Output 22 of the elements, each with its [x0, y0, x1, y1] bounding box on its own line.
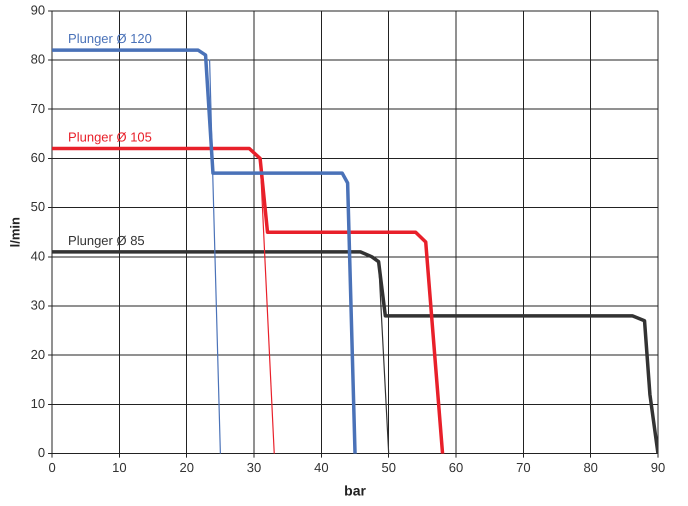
y-tick-label: 10 [30, 396, 46, 411]
x-tick-label: 10 [112, 460, 127, 475]
x-tick-label: 30 [246, 460, 262, 475]
x-axis-title: bar [344, 482, 366, 498]
y-tick-label: 20 [30, 346, 46, 362]
x-tick-label: 0 [48, 460, 56, 475]
y-tick-label: 40 [30, 248, 46, 264]
x-tick-label: 50 [381, 460, 396, 475]
x-tick-label: 90 [650, 460, 666, 475]
y-tick-label: 50 [30, 199, 46, 214]
y-tick-label: 90 [30, 2, 46, 18]
x-tick-label: 20 [179, 460, 194, 475]
y-tick-label: 30 [30, 298, 46, 313]
y-tick-label: 80 [30, 52, 46, 67]
x-tick-label: 60 [448, 460, 464, 475]
y-tick-label: 70 [30, 100, 46, 116]
y-tick-label: 0 [38, 445, 46, 460]
x-tick-label: 40 [314, 460, 329, 475]
y-tick-label: 60 [30, 150, 46, 165]
x-tick-label: 70 [516, 460, 531, 475]
x-tick-label: 80 [583, 460, 598, 475]
y-axis-title: l/min [7, 216, 22, 248]
